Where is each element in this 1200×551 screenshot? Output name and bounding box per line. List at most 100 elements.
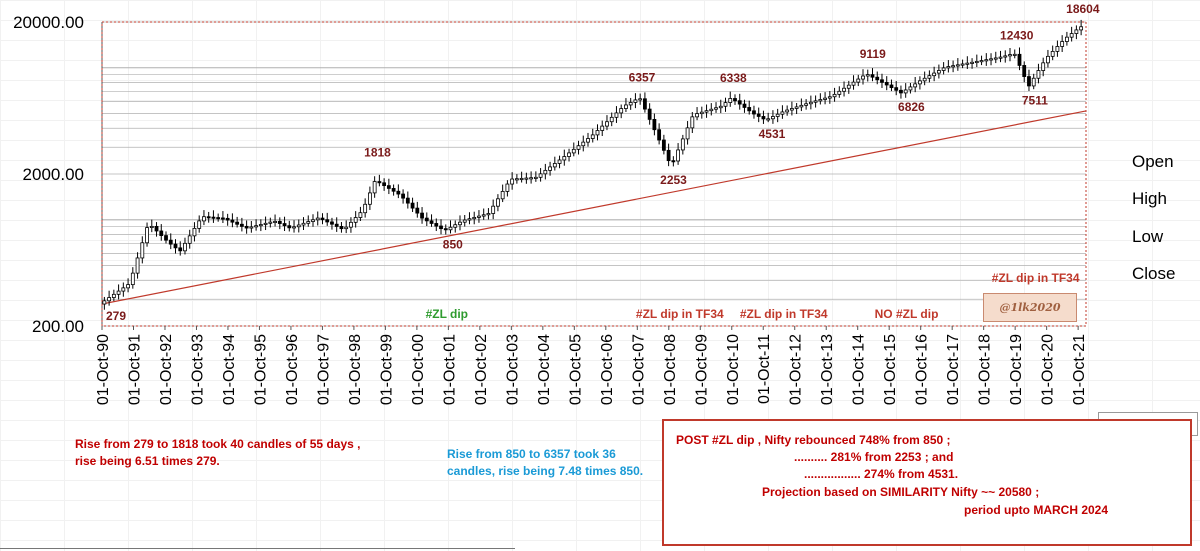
candle-body <box>1017 53 1022 66</box>
candle-body <box>884 81 889 86</box>
candle-body <box>647 108 652 120</box>
x-tick-label: 01-Oct-95 <box>252 334 269 405</box>
candle-body <box>894 87 899 91</box>
annotation-2: #ZL dip in TF34 <box>740 307 828 321</box>
candle-body <box>808 101 813 105</box>
conclusion-box: POST #ZL dip , Nifty rebounced 748% from… <box>662 419 1192 546</box>
candles <box>102 19 1084 310</box>
candle-body <box>458 221 462 226</box>
point-label-1818: 1818 <box>364 145 391 159</box>
candle-body <box>349 221 353 228</box>
candle-body <box>970 61 974 64</box>
candle-body <box>813 100 818 103</box>
x-tick-label: 01-Oct-18 <box>977 334 994 405</box>
candle-body <box>358 212 363 218</box>
candle-body <box>799 104 804 108</box>
trend-line <box>101 110 1087 305</box>
candle-body <box>491 205 496 214</box>
candle-body <box>927 75 932 79</box>
candle-body <box>344 226 349 230</box>
x-tick-label: 01-Oct-11 <box>756 334 773 404</box>
candle-body <box>714 107 718 110</box>
candle-body <box>737 100 742 105</box>
y-axis-ticks: 20000.00 2000.00 200.00 <box>13 13 84 336</box>
candle-body <box>221 217 225 220</box>
candle-body <box>183 242 187 252</box>
candle-body <box>453 224 458 228</box>
candle-body <box>652 119 657 131</box>
candle-body <box>159 230 164 236</box>
x-tick-label: 01-Oct-21 <box>1071 334 1088 405</box>
annotation-4: #ZL dip in TF34 <box>992 271 1080 285</box>
candle-body <box>424 217 429 222</box>
candle-body <box>548 166 552 171</box>
point-label-279: 279 <box>106 309 126 323</box>
point-label-7511: 7511 <box>1022 94 1048 108</box>
candle-body <box>429 220 434 224</box>
candle-body <box>955 64 960 67</box>
conclusion-line-2: .......... 281% from 2253 ; and <box>794 450 954 464</box>
annotation-0: #ZL dip <box>426 307 468 321</box>
candle-body <box>363 203 368 214</box>
candle-body <box>695 113 699 118</box>
candle-body <box>1074 29 1079 34</box>
candle-body <box>448 226 453 231</box>
candle-body <box>1069 33 1074 38</box>
point-label-18604: 18604 <box>1066 2 1100 16</box>
candle-body <box>292 226 296 229</box>
candle-body <box>728 98 733 103</box>
candle-body <box>126 284 130 289</box>
candle-body <box>889 84 894 89</box>
x-tick-label: 01-Oct-19 <box>1008 334 1025 405</box>
point-label-6338: 6338 <box>720 71 747 85</box>
x-tick-label: 01-Oct-02 <box>473 334 490 405</box>
y-tick-label: 20000.00 <box>13 13 84 32</box>
candle-body <box>377 181 382 184</box>
candle-body <box>202 216 206 222</box>
candle-body <box>192 227 197 237</box>
candle-body <box>301 222 306 226</box>
x-tick-label: 01-Oct-94 <box>221 334 238 405</box>
candle-body <box>216 217 221 220</box>
candle-body <box>690 116 695 129</box>
candle-body <box>747 107 752 112</box>
candle-body <box>704 110 709 113</box>
candle-body <box>733 98 737 102</box>
candle-body <box>666 149 671 162</box>
candle-body <box>486 213 491 216</box>
x-tick-label: 01-Oct-08 <box>662 334 679 405</box>
candle-body <box>382 182 387 187</box>
candle-body <box>116 290 121 295</box>
candle-body <box>619 108 624 114</box>
x-tick-label: 01-Oct-90 <box>95 334 112 405</box>
candle-body <box>273 220 277 223</box>
legend-open: Open <box>1132 152 1174 171</box>
point-labels: 279 1818 850 6357 2253 6338 4531 9119 6826 12430 7… <box>106 2 1100 323</box>
candle-body <box>851 81 856 86</box>
candle-body <box>979 60 984 63</box>
candle-body <box>121 287 126 292</box>
candle-body <box>258 224 263 227</box>
candle-body <box>804 103 809 106</box>
candle-body <box>130 272 135 286</box>
x-tick-label: 01-Oct-04 <box>536 334 553 405</box>
candle-body <box>477 215 481 218</box>
candle-body <box>1041 62 1046 71</box>
candle-body <box>643 98 647 110</box>
x-tick-label: 01-Oct-14 <box>851 334 868 405</box>
conclusion-line-1: POST #ZL dip , Nifty rebounced 748% from… <box>676 433 951 447</box>
point-label-12430: 12430 <box>1000 28 1034 42</box>
candle-body <box>870 74 875 78</box>
candle-body <box>1022 65 1027 77</box>
candle-body <box>771 116 775 120</box>
candle-body <box>998 56 1003 59</box>
candle-body <box>173 243 178 249</box>
candle-body <box>984 59 989 62</box>
candle-body <box>296 224 301 228</box>
legend-close: Close <box>1132 264 1176 283</box>
candle-body <box>775 113 780 117</box>
x-tick-label: 01-Oct-92 <box>158 334 175 405</box>
note-rise-279-1818: Rise from 279 to 1818 took 40 candles of… <box>75 437 361 468</box>
candle-body <box>709 108 714 112</box>
candle-body <box>225 217 230 221</box>
